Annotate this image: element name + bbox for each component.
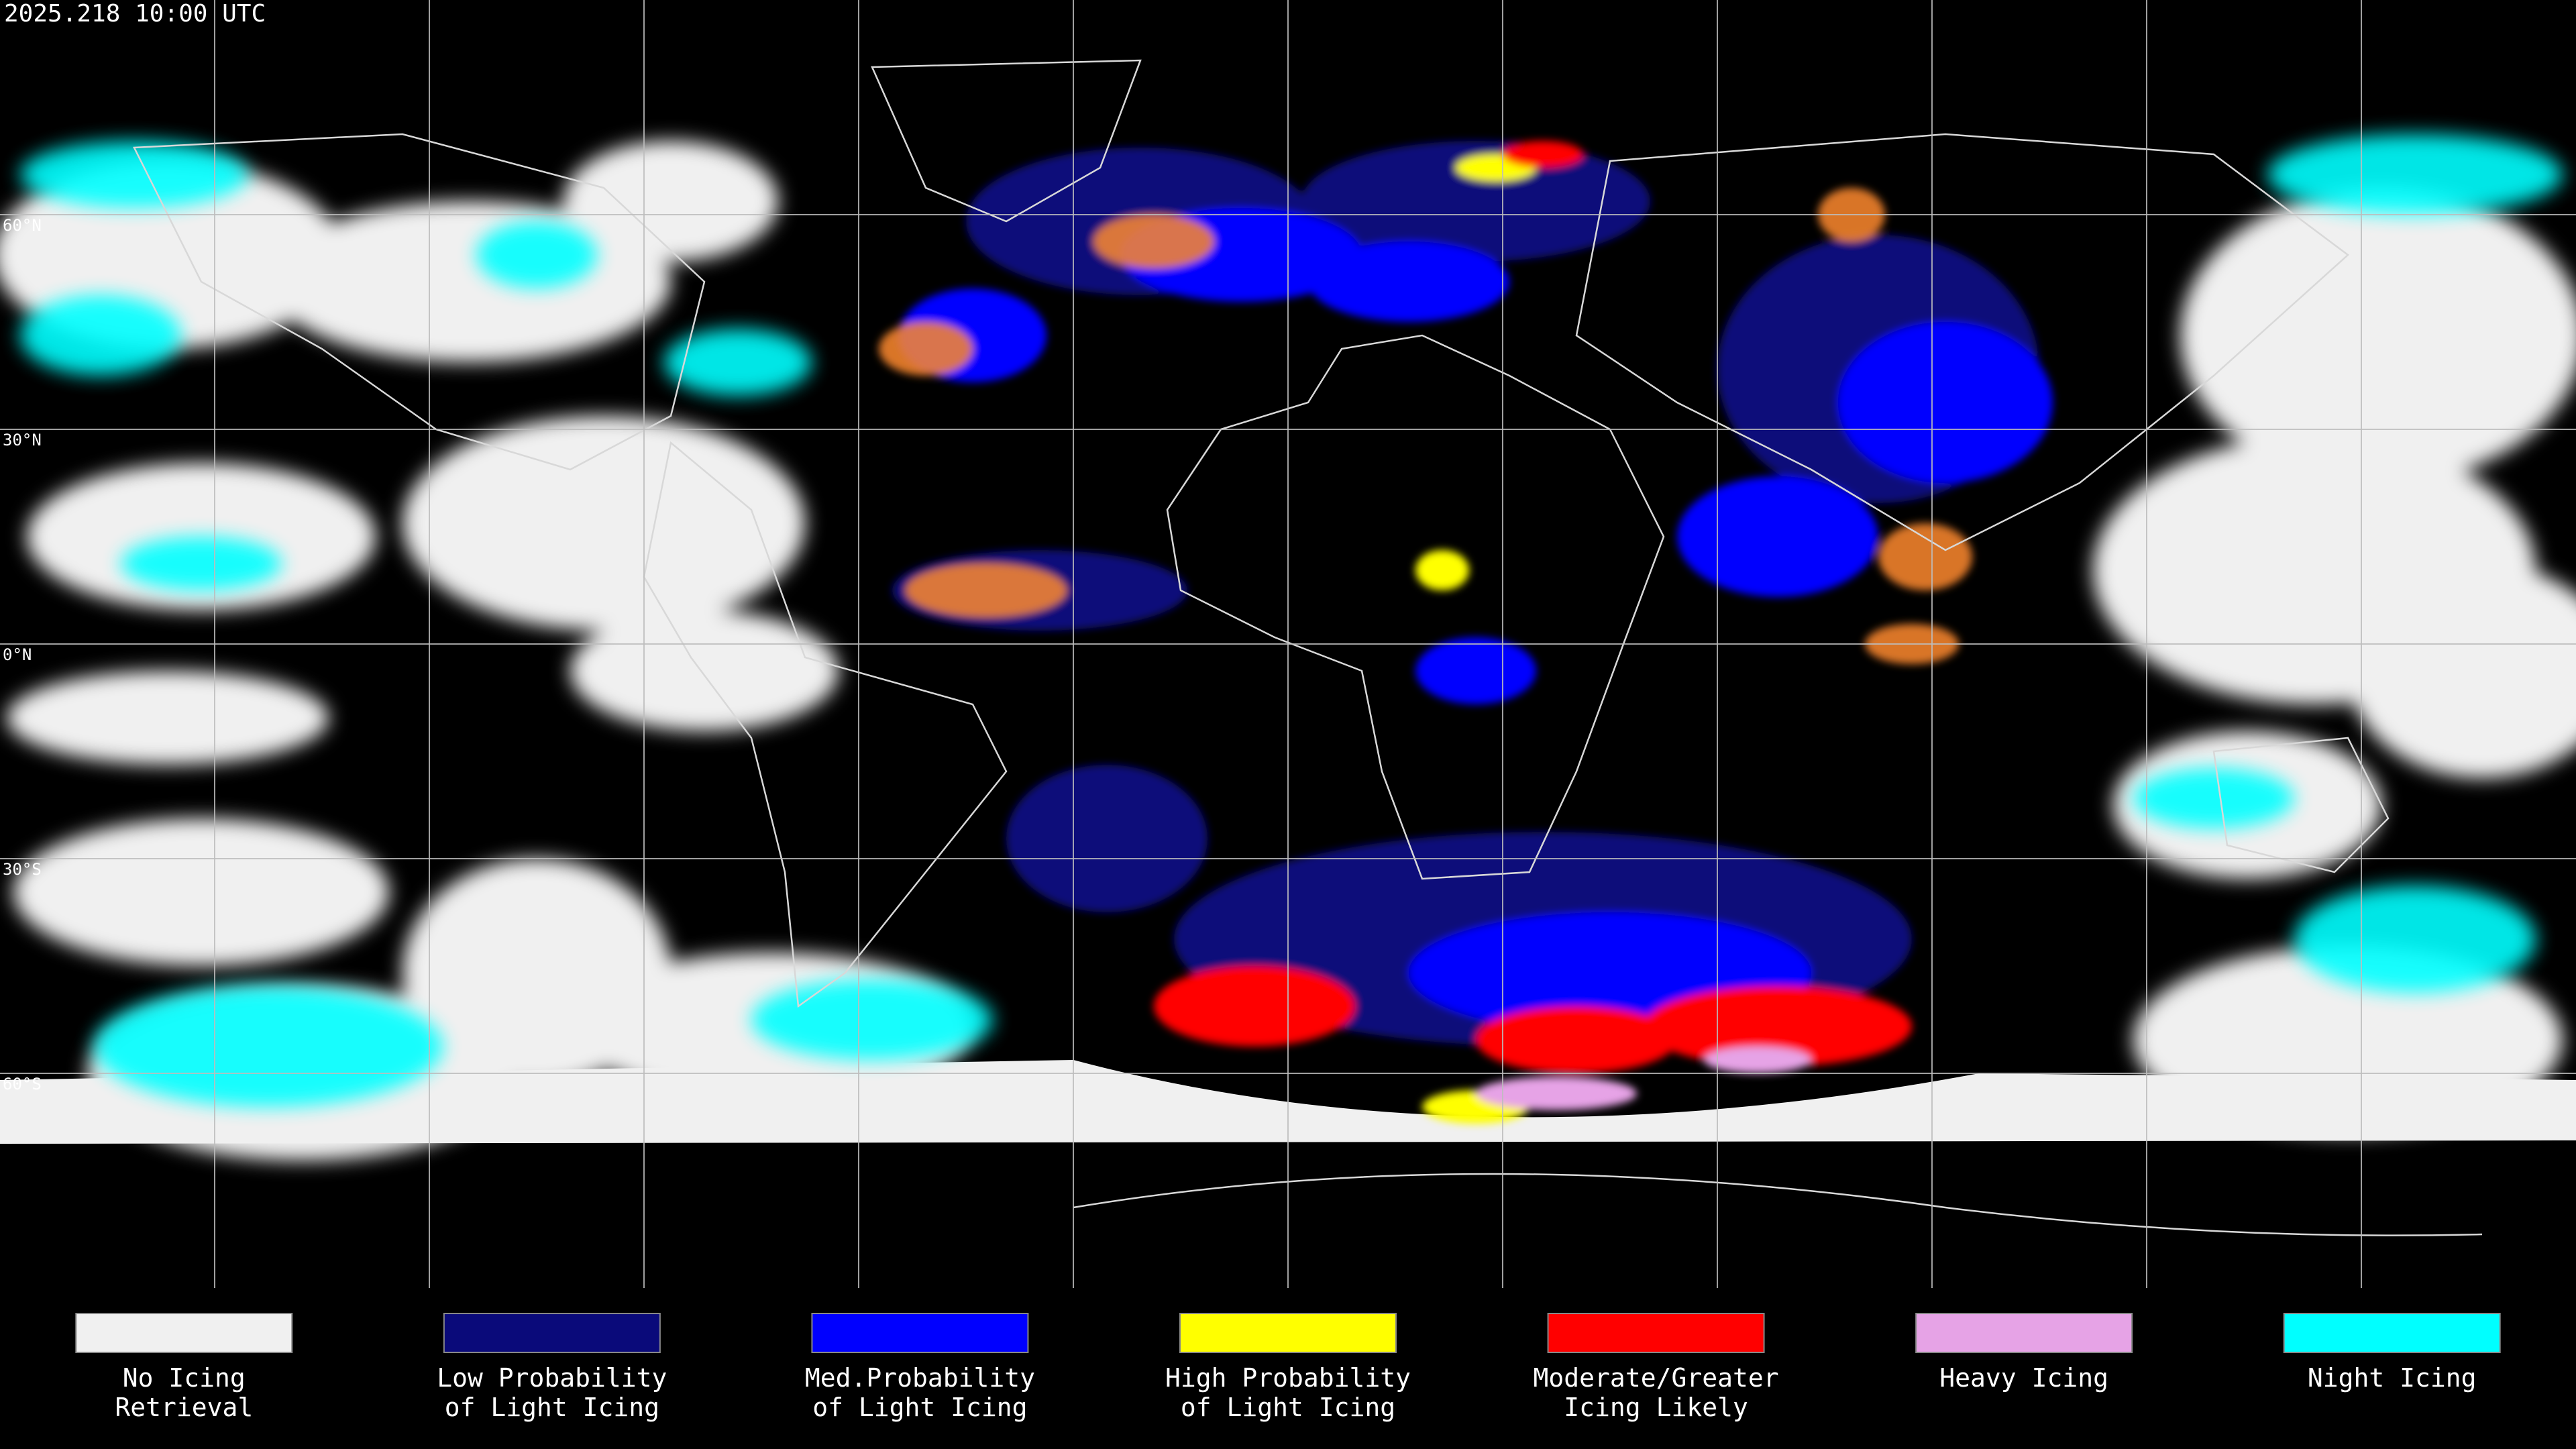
legend-label: No Icing [123, 1363, 246, 1393]
legend-swatch [1547, 1313, 1765, 1353]
coastlines [133, 59, 2483, 1236]
night-icing-clouds [20, 134, 2563, 1107]
legend-label: of Light Icing [445, 1393, 659, 1422]
legend-swatch [1915, 1313, 2133, 1353]
legend-label: Moderate/Greater [1534, 1363, 1779, 1393]
icing-retrievals [879, 141, 2053, 1124]
latitude-label: 0°N [3, 645, 32, 664]
latitude-labels: 60°N 30°N 0°N 30°S 60°S [3, 216, 42, 1093]
latitude-label: 60°N [3, 216, 42, 235]
legend-swatch [443, 1313, 661, 1353]
legend-label: Med.Probability [805, 1363, 1035, 1393]
legend-label: Night Icing [2308, 1363, 2477, 1393]
legend-swatch [1179, 1313, 1397, 1353]
legend-label: of Light Icing [812, 1393, 1027, 1422]
timestamp: 2025.218 10:00 UTC [4, 0, 266, 28]
legend-swatch [75, 1313, 293, 1353]
latitude-label: 30°N [3, 431, 42, 449]
no-icing-clouds [0, 141, 2576, 1161]
graticule [0, 0, 2576, 1288]
legend-label: Retrieval [115, 1393, 253, 1422]
legend-label: of Light Icing [1181, 1393, 1395, 1422]
latitude-label: 30°S [3, 860, 42, 879]
legend-label: Icing Likely [1564, 1393, 1748, 1422]
legend-swatch [2283, 1313, 2501, 1353]
legend-swatch [811, 1313, 1029, 1353]
legend-label: Heavy Icing [1939, 1363, 2108, 1393]
legend-label: High Probability [1165, 1363, 1411, 1393]
latitude-label: 60°S [3, 1075, 42, 1093]
legend-label: Low Probability [437, 1363, 667, 1393]
